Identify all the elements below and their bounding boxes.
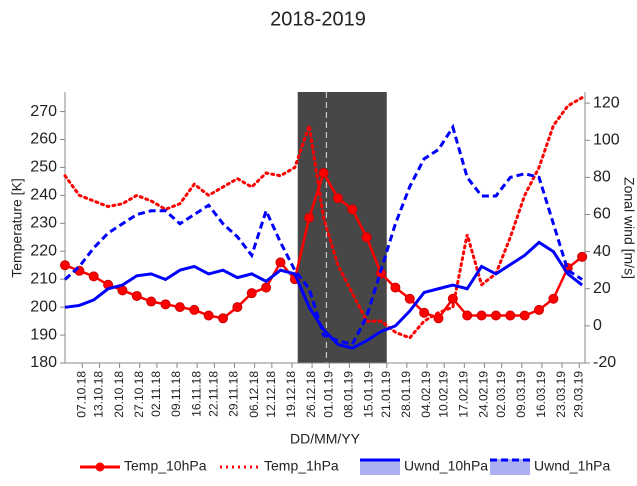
series-marker xyxy=(261,282,272,293)
x-tick-label: 16.11.18 xyxy=(189,371,203,417)
series-marker xyxy=(361,232,372,243)
series-marker xyxy=(548,293,559,304)
y-tick-label: 270 xyxy=(30,103,57,120)
legend-label: Temp_10hPa xyxy=(124,458,207,474)
series-marker xyxy=(347,204,358,215)
series-marker xyxy=(318,168,329,179)
y2-tick-label: 120 xyxy=(593,94,620,111)
y-tick-label: 200 xyxy=(30,298,57,315)
legend-item: Temp_1hPa xyxy=(220,458,339,474)
x-tick-label: 02.03.19 xyxy=(494,371,508,418)
x-tick-label: 26.12.18 xyxy=(304,371,318,418)
series-marker xyxy=(88,271,99,282)
x-tick-label: 01.01.19 xyxy=(321,371,335,418)
x-tick-label: 23.03.19 xyxy=(554,371,568,418)
x-tick-label: 09.11.18 xyxy=(169,371,183,417)
legend-item: Uwnd_1hPa xyxy=(490,458,610,475)
series-marker xyxy=(519,310,530,321)
x-tick-label: 12.12.18 xyxy=(264,371,278,418)
y-tick-label: 220 xyxy=(30,242,57,259)
y-tick-label: 260 xyxy=(30,131,57,148)
y2-axis-label: Zonal wind [m/s] xyxy=(621,177,637,279)
series-marker xyxy=(390,282,401,293)
series-marker xyxy=(419,307,430,318)
series-marker xyxy=(218,313,229,324)
highlight-span xyxy=(297,92,387,363)
x-tick-label: 22.11.18 xyxy=(207,371,221,417)
series-line xyxy=(64,240,584,350)
x-tick-label: 24.02.19 xyxy=(477,371,491,418)
series-marker xyxy=(160,299,171,310)
x-tick-label: 09.03.19 xyxy=(514,371,528,418)
x-axis-label: DD/MM/YY xyxy=(290,431,361,447)
series-marker xyxy=(404,293,415,304)
series-marker xyxy=(203,310,214,321)
series-marker xyxy=(462,310,473,321)
series-marker xyxy=(189,304,200,315)
series-marker xyxy=(60,260,70,271)
legend-label: Temp_1hPa xyxy=(264,458,339,474)
x-tick-label: 21.01.19 xyxy=(379,371,393,418)
legend-swatch xyxy=(490,459,530,475)
x-tick-label: 04.02.19 xyxy=(419,371,433,418)
x-tick-label: 29.03.19 xyxy=(571,371,585,418)
y-tick-label: 180 xyxy=(30,354,57,371)
x-tick-label: 10.02.19 xyxy=(436,371,450,418)
series-marker xyxy=(131,290,142,301)
y2-tick-label: 40 xyxy=(593,243,611,260)
x-tick-label: 13.10.18 xyxy=(92,371,106,418)
y-axis-label: Temperature [K] xyxy=(9,178,25,278)
series-marker xyxy=(174,302,185,313)
series-marker xyxy=(275,257,286,268)
x-tick-label: 29.11.18 xyxy=(227,371,241,417)
y-tick-label: 240 xyxy=(30,187,57,204)
y-tick-label: 250 xyxy=(30,159,57,176)
y2-tick-label: 100 xyxy=(593,131,620,148)
x-tick-label: 06.12.18 xyxy=(247,371,261,418)
y2-tick-label: 0 xyxy=(593,317,602,334)
series-marker xyxy=(246,288,257,299)
x-tick-label: 07.10.18 xyxy=(74,371,88,418)
chart-title: 2018-2019 xyxy=(270,8,366,30)
x-tick-label: 19.12.18 xyxy=(284,371,298,418)
series-marker xyxy=(232,302,243,313)
x-tick-label: 27.10.18 xyxy=(132,371,146,418)
series-marker xyxy=(433,313,444,324)
y2-tick-label: -20 xyxy=(593,354,616,371)
series-marker xyxy=(304,212,315,223)
y-tick-label: 230 xyxy=(30,215,57,232)
y-tick-label: 210 xyxy=(30,270,57,287)
x-tick-label: 16.03.19 xyxy=(534,371,548,418)
x-tick-label: 28.01.19 xyxy=(399,371,413,418)
y2-tick-label: 60 xyxy=(593,206,611,223)
legend-marker xyxy=(95,462,105,472)
x-tick-label: 17.02.19 xyxy=(457,371,471,418)
legend-item: Temp_10hPa xyxy=(80,458,207,474)
y2-tick-label: 20 xyxy=(593,280,611,297)
series-marker xyxy=(490,310,501,321)
series-marker xyxy=(534,304,545,315)
y-tick-label: 190 xyxy=(30,326,57,343)
x-tick-label: 02.11.18 xyxy=(149,371,163,417)
legend-label: Uwnd_1hPa xyxy=(534,458,610,474)
x-tick-label: 20.10.18 xyxy=(112,371,126,418)
series-marker xyxy=(577,251,588,262)
x-tick-label: 08.01.19 xyxy=(342,371,356,418)
legend-swatch xyxy=(360,459,400,475)
x-tick-label: 15.01.19 xyxy=(362,371,376,418)
y2-tick-label: 80 xyxy=(593,169,611,186)
series-marker xyxy=(476,310,487,321)
legend-item: Uwnd_10hPa xyxy=(360,458,488,475)
series-marker xyxy=(505,310,516,321)
series-marker xyxy=(146,296,157,307)
series-line xyxy=(63,123,583,347)
legend-label: Uwnd_10hPa xyxy=(404,458,488,474)
series-marker xyxy=(332,193,343,204)
